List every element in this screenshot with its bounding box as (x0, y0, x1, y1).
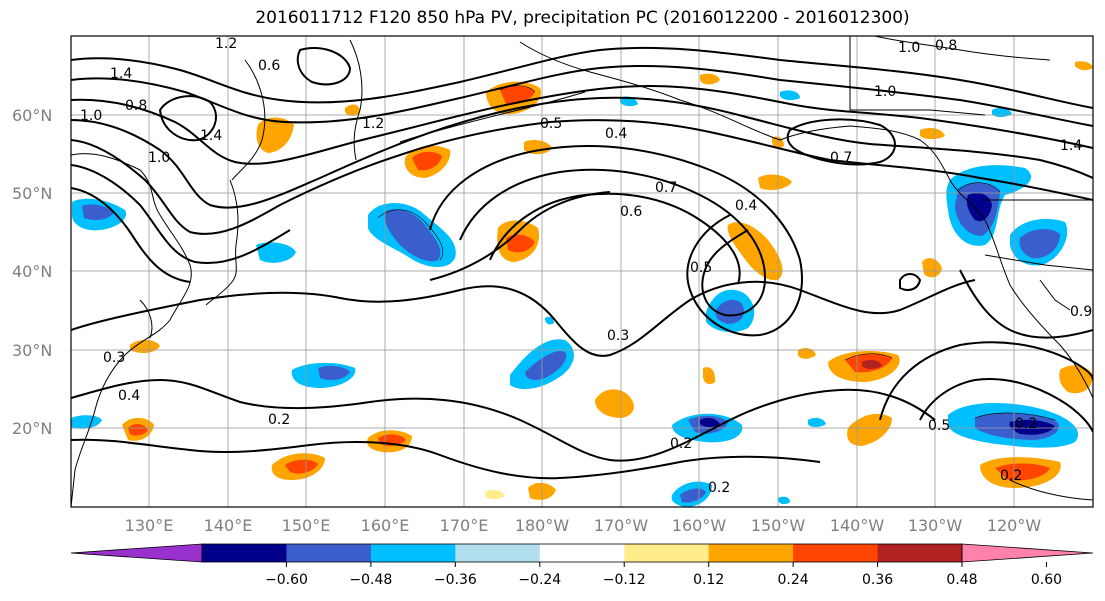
contour-label: 0.2 (1000, 468, 1022, 484)
lon-label: 130°E (125, 516, 174, 535)
contour-label: 0.7 (830, 150, 852, 166)
contour-label: 0.5 (690, 260, 712, 276)
lon-label: 130°W (908, 516, 963, 535)
contour-label: 0.8 (935, 38, 957, 54)
colorbar-tick-label: 0.48 (946, 572, 977, 588)
colorbar-swatch (708, 544, 794, 562)
contour-label: 0.6 (620, 204, 642, 220)
contour-label: 0.3 (607, 328, 629, 344)
contour-label: 0.8 (125, 98, 147, 114)
map-frame (70, 35, 1094, 508)
contour-label: 1.0 (874, 84, 896, 100)
contour-label: 0.4 (735, 198, 757, 214)
colorbar-swatch (624, 544, 710, 562)
lat-label: 20°N (12, 419, 52, 438)
contour-label: 1.0 (80, 108, 102, 124)
contour-label: 1.0 (148, 150, 170, 166)
colorbar-tick-label: 0.12 (693, 572, 724, 588)
colorbar-tick-label: −0.48 (349, 572, 392, 588)
contour-labels: 1.4 1.0 0.8 1.2 1.4 1.0 0.6 1.2 0.5 0.4 … (80, 36, 1092, 496)
lon-label: 140°E (204, 516, 253, 535)
colorbar-swatch (793, 544, 879, 562)
lon-label: 150°W (751, 516, 806, 535)
contour-label: 1.4 (1060, 138, 1082, 154)
colorbar-swatch (539, 544, 625, 562)
lon-label: 170°E (440, 516, 489, 535)
contour-label: 0.5 (540, 116, 562, 132)
colorbar-swatch (370, 544, 456, 562)
colorbar-tick-label: 0.24 (778, 572, 809, 588)
colorbar-tick-label: −0.36 (434, 572, 477, 588)
contour-label: 0.4 (605, 126, 627, 142)
contour-label: 0.9 (1070, 304, 1092, 320)
colorbar-tick-label: −0.12 (603, 572, 646, 588)
colorbar-swatch (455, 544, 541, 562)
colorbar-extend-high (961, 543, 1094, 563)
pv-contours (71, 46, 1093, 480)
map-title: 2016011712 F120 850 hPa PV, precipitatio… (255, 8, 910, 28)
map-panel: 1.4 1.0 0.8 1.2 1.4 1.0 0.6 1.2 0.5 0.4 … (71, 36, 1093, 507)
contour-label: 0.5 (928, 418, 950, 434)
contour-label: 1.4 (110, 66, 132, 82)
contour-label: 1.2 (362, 116, 384, 132)
lat-label: 30°N (12, 341, 52, 360)
precipitation-shading (71, 61, 1093, 507)
contour-label: 0.2 (1015, 416, 1037, 432)
lon-label: 160°E (361, 516, 410, 535)
lat-label: 40°N (12, 262, 52, 281)
lon-label: 140°W (830, 516, 885, 535)
lon-label: 150°E (282, 516, 331, 535)
colorbar-tick-label: 0.36 (862, 572, 893, 588)
contour-label: 0.2 (708, 480, 730, 496)
lon-label: 120°W (987, 516, 1042, 535)
contour-label: 0.4 (118, 388, 140, 404)
colorbar-swatch (877, 544, 963, 562)
colorbar-tick-label: 0.60 (1031, 572, 1062, 588)
colorbar: −0.60 −0.48 −0.36 −0.24 −0.12 0.12 0.24 0.36 0.4… (70, 543, 1094, 588)
lon-label: 160°W (672, 516, 727, 535)
contour-label: 0.3 (103, 350, 125, 366)
colorbar-swatch (286, 544, 372, 562)
graticule (71, 36, 1093, 507)
contour-label: 0.2 (670, 436, 692, 452)
colorbar-tick-label: −0.60 (265, 572, 308, 588)
colorbar-extend-low (70, 543, 203, 563)
colorbar-frame (201, 543, 963, 563)
lat-label: 60°N (12, 106, 52, 125)
contour-label: 0.6 (258, 58, 280, 74)
contour-label: 1.0 (898, 40, 920, 56)
lon-label: 170°W (594, 516, 649, 535)
lon-label: 180°W (515, 516, 570, 535)
latitude-labels: 60°N 50°N 40°N 30°N 20°N (12, 106, 52, 438)
contour-label: 1.2 (215, 36, 237, 52)
contour-label: 0.7 (655, 180, 677, 196)
precipitation-edges (377, 85, 1056, 421)
lat-label: 50°N (12, 184, 52, 203)
longitude-labels: 130°E 140°E 150°E 160°E 170°E 180°W 170°… (125, 516, 1042, 535)
colorbar-tick-label: −0.24 (518, 572, 561, 588)
contour-label: 1.4 (200, 128, 222, 144)
colorbar-swatch (202, 544, 287, 562)
contour-label: 0.2 (268, 412, 290, 428)
